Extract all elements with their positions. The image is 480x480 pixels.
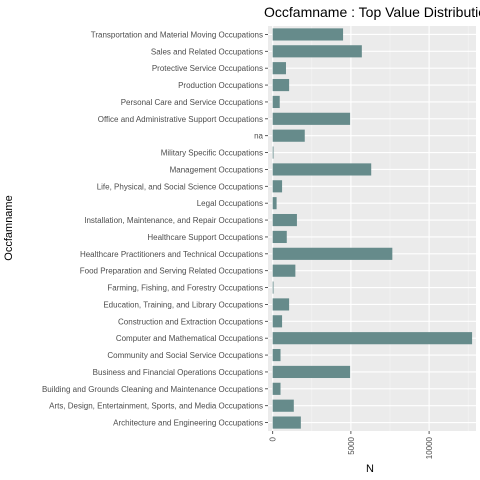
bar [272, 163, 372, 176]
bar [272, 45, 362, 58]
y-tick-label: Food Preparation and Serving Related Occ… [80, 267, 263, 276]
bar [272, 146, 274, 159]
y-tick-label: Management Occupations [170, 165, 263, 174]
bar [272, 315, 283, 328]
y-tick-label: Building and Grounds Cleaning and Mainte… [42, 385, 263, 394]
y-tick-label: Office and Administrative Support Occupa… [98, 115, 263, 124]
bar [272, 247, 393, 260]
bar [272, 281, 274, 294]
bar [272, 180, 283, 193]
y-tick-label: Farming, Fishing, and Forestry Occupatio… [107, 284, 263, 293]
x-tick-label: 5000 [347, 436, 356, 454]
plot-panel [268, 26, 476, 431]
bar [272, 230, 287, 244]
bar [272, 399, 294, 412]
bar [272, 197, 277, 210]
bar [272, 298, 290, 311]
bar [272, 28, 344, 41]
y-tick-label: Education, Training, and Library Occupat… [103, 300, 263, 309]
bar [272, 348, 281, 362]
bar [272, 213, 297, 227]
y-tick-label: Protective Service Occupations [152, 64, 263, 73]
chart-title: Occfamname : Top Value Distribution [264, 4, 480, 20]
y-tick-label: Architecture and Engineering Occupations [113, 419, 263, 428]
y-tick-label: Healthcare Practitioners and Technical O… [80, 250, 263, 259]
y-tick-label: Legal Occupations [197, 199, 263, 208]
y-tick-label: Personal Care and Service Occupations [121, 98, 263, 107]
bar [272, 129, 305, 142]
x-tick-label: 10000 [425, 436, 434, 459]
bar [272, 332, 473, 345]
y-tick-label: Transportation and Material Moving Occup… [91, 30, 263, 39]
y-tick-label: na [254, 132, 263, 141]
bar [272, 62, 286, 75]
y-tick-label: Computer and Mathematical Occupations [116, 334, 263, 343]
y-tick-label: Installation, Maintenance, and Repair Oc… [84, 216, 263, 225]
bar [272, 382, 281, 395]
y-axis-title: Occfamname [3, 195, 15, 260]
y-tick-label: Life, Physical, and Social Science Occup… [97, 182, 263, 191]
bar [272, 78, 290, 92]
bar [272, 112, 351, 125]
y-axis-ticks: Transportation and Material Moving Occup… [42, 30, 268, 428]
bar [272, 95, 280, 109]
x-axis-title: N [366, 463, 374, 475]
x-axis-ticks: 0 5000 10000 [269, 431, 434, 459]
bar [272, 264, 296, 277]
y-tick-label: Business and Financial Operations Occupa… [93, 368, 263, 377]
y-tick-label: Construction and Extraction Occupations [118, 317, 263, 326]
gridlines [268, 26, 476, 431]
y-tick-label: Military Specific Occupations [161, 149, 263, 158]
y-tick-label: Community and Social Service Occupations [107, 351, 263, 360]
y-tick-label: Sales and Related Occupations [151, 47, 263, 56]
bars [272, 28, 473, 429]
y-tick-label: Arts, Design, Entertainment, Sports, and… [49, 402, 263, 411]
y-tick-label: Production Occupations [178, 81, 263, 90]
bar [272, 365, 351, 379]
y-tick-label: Healthcare Support Occupations [147, 233, 263, 242]
bar [272, 416, 301, 429]
x-tick-label: 0 [269, 436, 278, 441]
